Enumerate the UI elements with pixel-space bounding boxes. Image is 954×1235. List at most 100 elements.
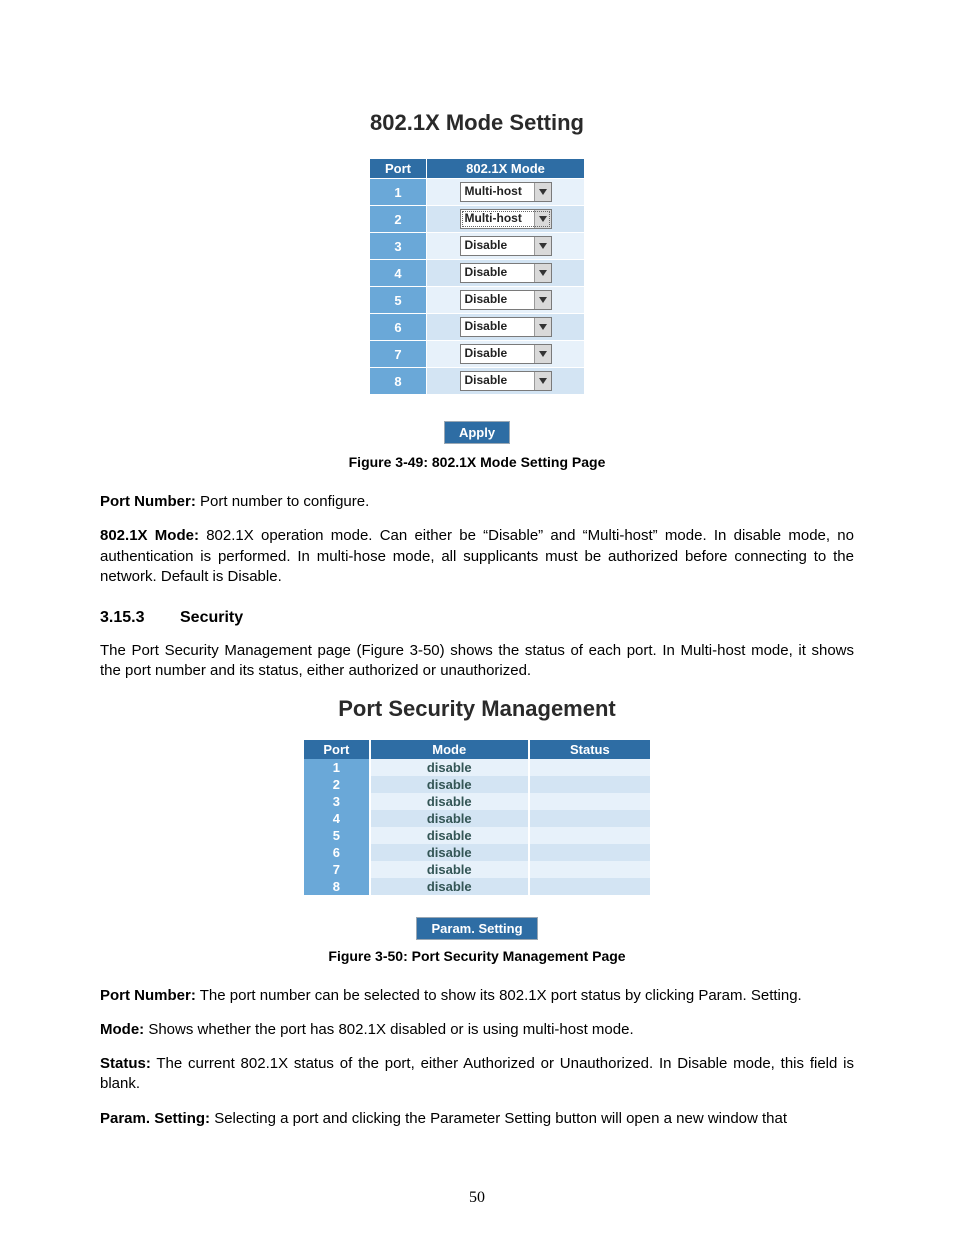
port-cell: 6	[304, 844, 370, 861]
status-cell	[529, 844, 650, 861]
mode-cell: Disable	[427, 341, 585, 368]
mode-setting-table-wrap: Port 802.1X Mode 1Multi-host2Multi-host3…	[369, 158, 585, 395]
mode-select[interactable]: Disable	[460, 290, 552, 310]
port-cell: 4	[370, 260, 427, 287]
table-row: 5disable	[304, 827, 650, 844]
text: Shows whether the port has 802.1X disabl…	[144, 1021, 633, 1038]
status-cell	[529, 810, 650, 827]
table-row: 8disable	[304, 878, 650, 895]
port-cell: 2	[370, 206, 427, 233]
col-mode: 802.1X Mode	[427, 159, 585, 179]
mode-cell: disable	[370, 878, 529, 895]
mode-select-value: Disable	[461, 318, 534, 336]
label: Port Number:	[100, 493, 196, 510]
mode-setting-title: 802.1X Mode Setting	[100, 110, 854, 136]
status-cell	[529, 861, 650, 878]
mode-cell: Multi-host	[427, 206, 585, 233]
mode-select[interactable]: Disable	[460, 317, 552, 337]
desc-port-number: Port Number: Port number to configure.	[100, 492, 854, 512]
text: The port number can be selected to show …	[196, 987, 802, 1004]
mode-select-value: Disable	[461, 237, 534, 255]
table-row: 3disable	[304, 793, 650, 810]
mode-cell: disable	[370, 827, 529, 844]
table-row: 6disable	[304, 844, 650, 861]
status-cell	[529, 827, 650, 844]
port-cell: 1	[304, 759, 370, 776]
mode-select[interactable]: Disable	[460, 263, 552, 283]
table-header-row: Port 802.1X Mode	[370, 159, 585, 179]
section-heading: 3.15.3Security	[100, 609, 854, 627]
table-row: 8 Disable	[370, 368, 585, 395]
apply-button-wrap: Apply	[100, 421, 854, 444]
label: Port Number:	[100, 987, 196, 1004]
col-mode: Mode	[370, 740, 529, 759]
text: Selecting a port and clicking the Parame…	[210, 1110, 787, 1127]
col-status: Status	[529, 740, 650, 759]
page-number: 50	[0, 1189, 954, 1207]
desc-param-setting-2: Param. Setting: Selecting a port and cli…	[100, 1109, 854, 1129]
desc-mode-2: Mode: Shows whether the port has 802.1X …	[100, 1020, 854, 1040]
mode-cell: Disable	[427, 287, 585, 314]
label: 802.1X Mode:	[100, 527, 199, 544]
mode-cell: Disable	[427, 260, 585, 287]
mode-cell: disable	[370, 793, 529, 810]
mode-cell: disable	[370, 844, 529, 861]
table-row: 7disable	[304, 861, 650, 878]
port-cell: 8	[304, 878, 370, 895]
table-row: 4disable	[304, 810, 650, 827]
table-row: 2 Multi-host	[370, 206, 585, 233]
mode-cell: disable	[370, 776, 529, 793]
mode-select[interactable]: Multi-host	[460, 182, 552, 202]
status-cell	[529, 793, 650, 810]
mode-cell: Disable	[427, 368, 585, 395]
port-cell: 5	[370, 287, 427, 314]
desc-port-number-2: Port Number: The port number can be sele…	[100, 986, 854, 1006]
port-security-table-wrap: Port Mode Status 1disable2disable3disabl…	[304, 740, 650, 895]
dropdown-arrow-icon	[534, 237, 551, 255]
mode-select-value: Multi-host	[461, 183, 534, 201]
status-cell	[529, 759, 650, 776]
section-intro: The Port Security Management page (Figur…	[100, 641, 854, 682]
port-cell: 7	[370, 341, 427, 368]
mode-select-value: Disable	[461, 291, 534, 309]
mode-select[interactable]: Disable	[460, 371, 552, 391]
section-title: Security	[180, 609, 243, 626]
text: The current 802.1X status of the port, e…	[100, 1055, 854, 1092]
col-port: Port	[370, 159, 427, 179]
port-security-table: Port Mode Status 1disable2disable3disabl…	[304, 740, 650, 895]
mode-select[interactable]: Disable	[460, 236, 552, 256]
mode-cell: disable	[370, 759, 529, 776]
mode-select[interactable]: Disable	[460, 344, 552, 364]
figure-caption-49: Figure 3-49: 802.1X Mode Setting Page	[100, 454, 854, 470]
text: 802.1X operation mode. Can either be “Di…	[100, 527, 854, 585]
port-cell: 8	[370, 368, 427, 395]
text: Port number to configure.	[196, 493, 369, 510]
param-setting-button[interactable]: Param. Setting	[416, 917, 537, 940]
desc-status-2: Status: The current 802.1X status of the…	[100, 1054, 854, 1095]
port-cell: 4	[304, 810, 370, 827]
label: Status:	[100, 1055, 151, 1072]
mode-cell: disable	[370, 861, 529, 878]
dropdown-arrow-icon	[534, 291, 551, 309]
apply-button[interactable]: Apply	[444, 421, 510, 444]
table-row: 6 Disable	[370, 314, 585, 341]
mode-select[interactable]: Multi-host	[460, 209, 552, 229]
table-row: 2disable	[304, 776, 650, 793]
port-cell: 6	[370, 314, 427, 341]
dropdown-arrow-icon	[534, 318, 551, 336]
mode-cell: Disable	[427, 314, 585, 341]
figure-caption-50: Figure 3-50: Port Security Management Pa…	[100, 948, 854, 964]
port-cell: 5	[304, 827, 370, 844]
table-row: 1disable	[304, 759, 650, 776]
dropdown-arrow-icon	[534, 210, 551, 228]
mode-select-value: Multi-host	[461, 210, 534, 228]
mode-cell: Disable	[427, 233, 585, 260]
mode-setting-table: Port 802.1X Mode 1Multi-host2Multi-host3…	[369, 158, 585, 395]
desc-8021x-mode: 802.1X Mode: 802.1X operation mode. Can …	[100, 526, 854, 587]
mode-select-value: Disable	[461, 345, 534, 363]
port-cell: 7	[304, 861, 370, 878]
dropdown-arrow-icon	[534, 183, 551, 201]
port-cell: 3	[370, 233, 427, 260]
table-row: 7 Disable	[370, 341, 585, 368]
table-row: 3 Disable	[370, 233, 585, 260]
